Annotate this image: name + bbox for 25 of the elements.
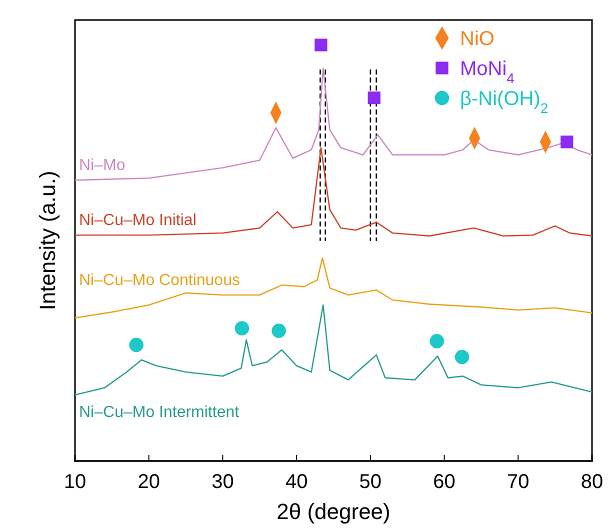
legend-label: NiO: [460, 28, 494, 50]
point: [430, 334, 444, 348]
x-tick-label: 10: [64, 471, 86, 493]
x-tick-label: 80: [580, 471, 604, 493]
point: [272, 324, 286, 338]
x-tick-label: 40: [285, 471, 308, 493]
series-label: Ni–Cu–Mo Continuous: [79, 272, 240, 289]
x-tick-label: 70: [507, 471, 530, 493]
x-tick-label: 30: [212, 471, 234, 493]
point: [454, 350, 470, 364]
point: [234, 321, 250, 336]
y-axis-title: Intensity (a.u.): [35, 170, 60, 310]
x-tick-label: 20: [138, 471, 160, 493]
legend-label: MoNi$_{4}$: [460, 58, 515, 86]
x-tick-label: 50: [359, 471, 382, 493]
legend-label: β-Ni(OH)$_{2}$: [460, 88, 548, 116]
point: [560, 136, 574, 148]
series-label: Ni–Cu–Mo Intermittent: [79, 404, 240, 421]
series-label: Ni–Cu–Mo Initial: [79, 212, 196, 230]
point: [368, 92, 380, 104]
x-tick-label: 60: [433, 471, 456, 493]
point: [129, 338, 144, 352]
point: [314, 38, 328, 52]
x-axis-title: 2θ (degree): [276, 499, 390, 524]
series-label: Ni–Mo: [79, 157, 126, 174]
